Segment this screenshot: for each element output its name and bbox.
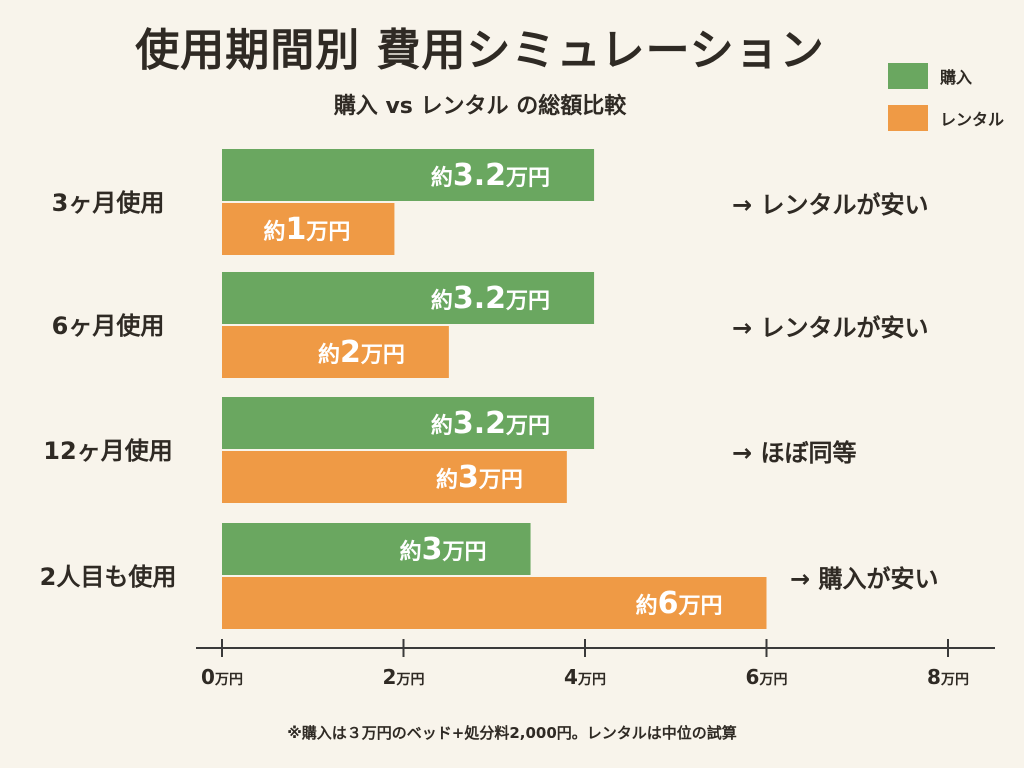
bar-value-label: 約3.2万円 xyxy=(431,406,550,441)
bar-value-label: 約3万円 xyxy=(400,532,487,567)
x-tick-label: 6万円 xyxy=(746,665,788,689)
bar-rental xyxy=(222,577,767,629)
x-tick-label: 2万円 xyxy=(383,665,425,689)
category-label: 12ヶ月使用 xyxy=(43,437,172,465)
bar-purchase xyxy=(222,397,595,449)
legend-label-rental: レンタル xyxy=(940,110,1005,129)
category-label: 6ヶ月使用 xyxy=(52,312,165,340)
comparison-annotation: → 購入が安い xyxy=(790,565,938,593)
bar-value-label: 約3.2万円 xyxy=(431,158,550,193)
legend-swatch-rental xyxy=(888,105,928,131)
x-tick-label: 0万円 xyxy=(201,665,243,689)
bar-value-label: 約6万円 xyxy=(636,586,723,621)
x-tick-label: 4万円 xyxy=(564,665,606,689)
chart-subtitle: 購入 vs レンタル の総額比較 xyxy=(333,94,627,119)
legend-item-rental: レンタル xyxy=(888,104,1004,132)
bar-purchase xyxy=(222,149,595,201)
bar-rental xyxy=(222,451,567,503)
comparison-annotation: → レンタルが安い xyxy=(732,191,928,219)
chart-title: 使用期間別 費用シミュレーション xyxy=(135,25,825,76)
legend-swatch-purchase xyxy=(888,63,928,89)
bar-rental xyxy=(222,203,395,255)
bar-purchase xyxy=(222,523,531,575)
legend-item-purchase: 購入 xyxy=(888,62,1004,90)
x-tick-label: 8万円 xyxy=(927,665,969,689)
bar-value-label: 約2万円 xyxy=(318,335,405,370)
bar-value-label: 約1万円 xyxy=(264,212,351,247)
legend: 購入 レンタル xyxy=(888,62,1004,146)
bar-rental xyxy=(222,326,449,378)
comparison-annotation: → ほぼ同等 xyxy=(732,439,856,467)
category-label: 2人目も使用 xyxy=(40,563,177,591)
bar-purchase xyxy=(222,272,595,324)
bar-value-label: 約3.2万円 xyxy=(431,281,550,316)
footnote: ※購入は３万円のベッド+処分料2,000円。レンタルは中位の試算 xyxy=(287,724,737,742)
bar-value-label: 約3万円 xyxy=(436,460,523,495)
category-label: 3ヶ月使用 xyxy=(52,189,165,217)
legend-label-purchase: 購入 xyxy=(940,68,973,87)
comparison-annotation: → レンタルが安い xyxy=(732,314,928,342)
